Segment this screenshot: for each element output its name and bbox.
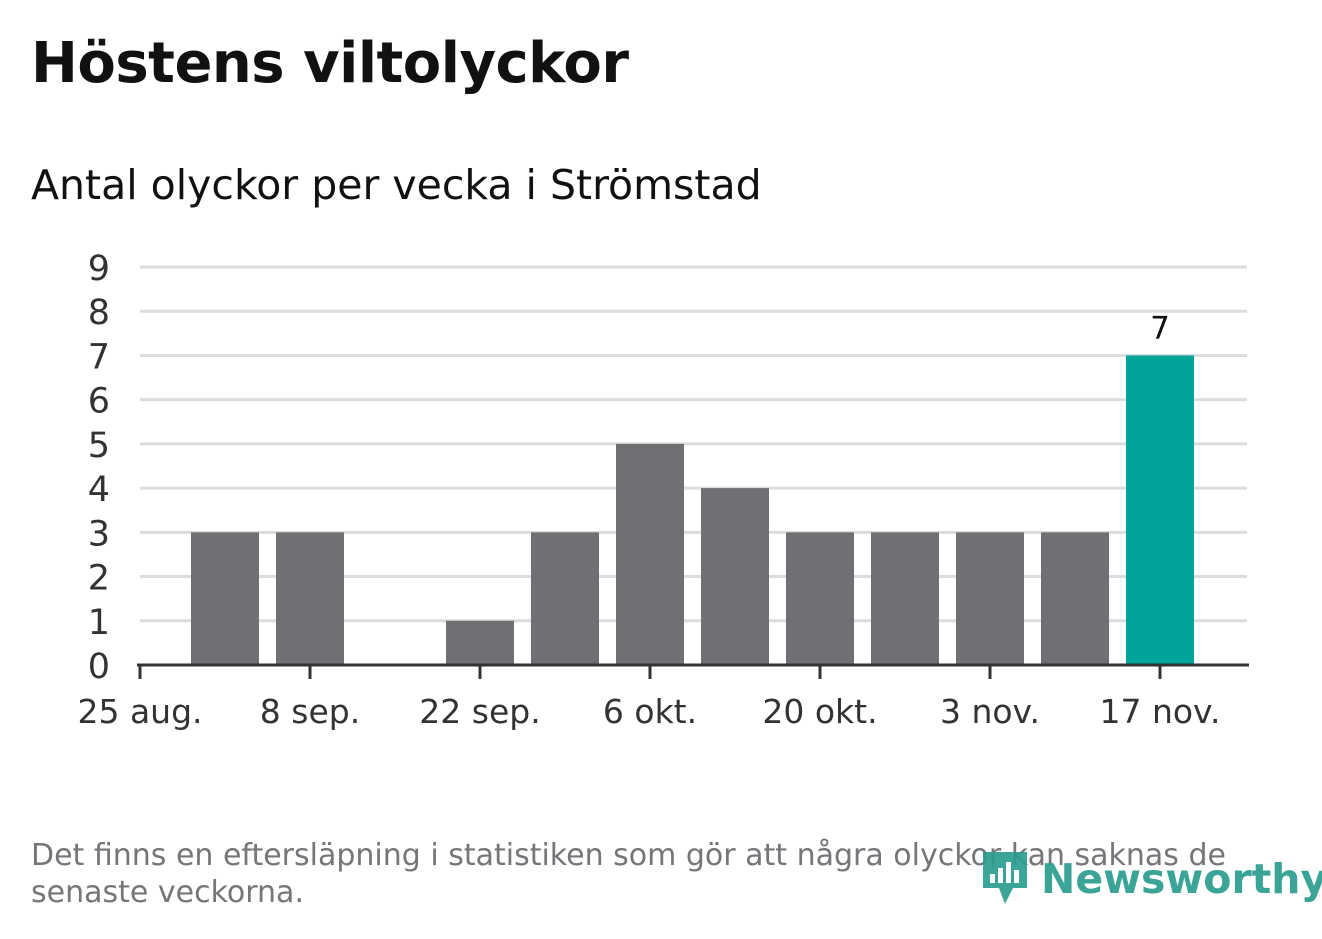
bar-3-nov: [956, 532, 1024, 665]
bar-27-okt: [871, 532, 939, 665]
data-labels: 7: [1150, 310, 1170, 346]
bar-22-sep: [446, 620, 514, 665]
bars: [191, 355, 1194, 665]
y-tick-label: 3: [88, 514, 110, 554]
newsworthy-logo: Newsworthy: [981, 848, 1322, 910]
y-tick-label: 8: [88, 293, 110, 333]
y-tick-label: 9: [88, 249, 110, 289]
data-label: 7: [1150, 310, 1170, 346]
bar-20-okt: [786, 532, 854, 665]
x-tick-label: 6 okt.: [603, 692, 697, 731]
bar-29-sep: [531, 532, 599, 665]
bar-1-sep: [191, 532, 259, 665]
chart-title: Höstens viltolyckor: [31, 31, 629, 96]
bar-6-okt: [616, 443, 684, 665]
x-axis: 25 aug. 8 sep. 22 sep. 6 okt. 20 okt. 3 nov. 1…: [77, 663, 1249, 731]
y-tick-label: 6: [88, 382, 110, 422]
x-tick-label: 8 sep.: [260, 692, 360, 731]
y-tick-label: 0: [88, 647, 110, 687]
newsworthy-logo-icon: [983, 852, 1027, 904]
y-tick-label: 4: [88, 470, 110, 510]
x-tick-label: 17 nov.: [1099, 692, 1220, 731]
newsworthy-logo-text: Newsworthy: [1041, 855, 1322, 903]
bar-10-nov: [1041, 532, 1109, 665]
y-tick-label: 7: [88, 337, 110, 377]
bar-17-nov: [1126, 355, 1194, 665]
x-tick-label: 25 aug.: [77, 692, 202, 731]
y-tick-label: 1: [88, 603, 110, 643]
chart-subtitle: Antal olyckor per vecka i Strömstad: [31, 161, 762, 209]
y-tick-label: 5: [88, 426, 110, 466]
bar-13-okt: [701, 488, 769, 665]
y-tick-label: 2: [88, 559, 110, 599]
x-tick-label: 20 okt.: [762, 692, 877, 731]
x-tick-label: 22 sep.: [419, 692, 540, 731]
bar-8-sep: [276, 532, 344, 665]
x-tick-label: 3 nov.: [940, 692, 1040, 731]
